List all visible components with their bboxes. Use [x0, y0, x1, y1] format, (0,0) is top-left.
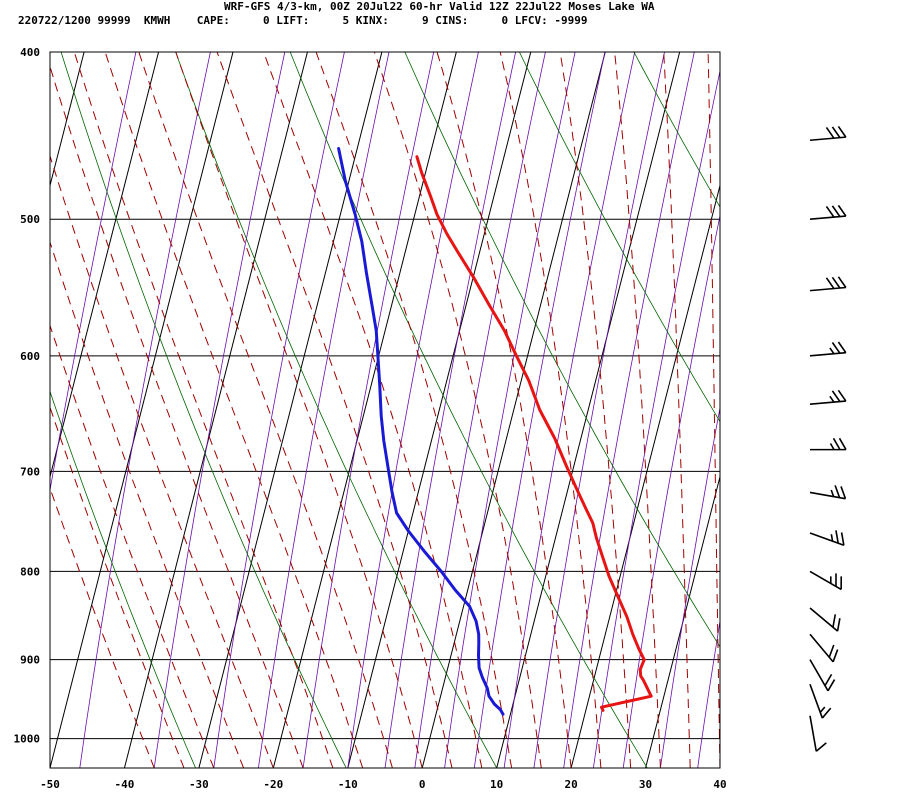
moist-adiabat--20 — [50, 154, 274, 768]
mixing-line-3 — [213, 52, 345, 768]
mixing-line-4 — [258, 52, 390, 768]
moist-adiabat-20 — [436, 52, 572, 768]
wind-barbs — [809, 125, 847, 752]
moist-adiabat--8 — [104, 52, 364, 768]
mixing-line-11 — [503, 52, 636, 768]
dry-adiabat-360 — [633, 52, 720, 208]
moist-adiabat-24 — [499, 52, 602, 768]
pressure-isobars — [50, 51, 720, 740]
dry-adiabat-400 — [863, 52, 900, 768]
mixing-line-7 — [384, 52, 516, 768]
wind-barb-800 — [809, 570, 843, 591]
isotherm--10 — [347, 52, 532, 768]
sounding-indices: 220722/1200 99999 KMWH CAPE: 0 LIFT: 5 K… — [18, 14, 588, 27]
wind-barb-900 — [809, 659, 836, 692]
mixing-line-2 — [153, 52, 286, 768]
temp-label--10: -10 — [338, 778, 358, 791]
mixing-line-0 — [50, 52, 137, 493]
wind-barb-550 — [809, 276, 847, 292]
wind-barb-680 — [810, 437, 847, 451]
wind-barb-500 — [809, 204, 847, 221]
temperature-profile — [415, 155, 653, 712]
mixing-line-8 — [414, 52, 546, 768]
wind-barb-840 — [809, 607, 841, 632]
isotherm--60 — [50, 52, 160, 479]
wind-barb-720 — [809, 485, 847, 500]
temp-label-10: 10 — [490, 778, 503, 791]
wind-barb-450 — [809, 125, 847, 142]
mixing-line-1 — [79, 52, 211, 768]
moist-adiabat-32 — [614, 52, 661, 768]
temp-label--40: -40 — [115, 778, 135, 791]
wind-barb-760 — [809, 530, 845, 547]
wind-barb-640 — [809, 389, 847, 405]
thermo-background — [0, 52, 900, 768]
dry-adiabat-380 — [749, 52, 900, 768]
pressure-label-600: 600 — [20, 350, 40, 363]
mixing-line-18 — [735, 52, 866, 768]
dry-adiabat-300 — [289, 52, 648, 768]
wind-barb-870 — [809, 633, 839, 663]
mixing-line-15 — [622, 213, 720, 768]
isotherm--80 — [0, 52, 10, 768]
moist-adiabat--4 — [138, 52, 393, 768]
temp-label-40: 40 — [713, 778, 726, 791]
pressure-tick-labels: 400 500 600 700 800 900 1000 — [14, 46, 41, 746]
isotherm--70 — [50, 52, 85, 188]
temp-label--20: -20 — [263, 778, 283, 791]
pressure-label-900: 900 — [20, 654, 40, 667]
isotherm-10 — [496, 52, 681, 768]
moist-adiabat-36 — [663, 52, 691, 768]
isotherm--50 — [50, 52, 234, 768]
dry-adiabat-320 — [404, 52, 720, 648]
isotherm-30 — [645, 474, 720, 768]
isotherm--30 — [198, 52, 383, 768]
temp-label--50: -50 — [40, 778, 60, 791]
mixing-line-16 — [660, 405, 720, 768]
wind-barb-930 — [809, 683, 832, 719]
isotherm--40 — [123, 52, 308, 768]
temp-label--30: -30 — [189, 778, 209, 791]
moist-adiabat-12 — [315, 52, 513, 768]
pressure-label-700: 700 — [20, 465, 40, 478]
chart-title: WRF-GFS 4/3-km, 00Z 20Jul22 60-hr Valid … — [224, 0, 655, 13]
mixing-line-13 — [563, 52, 695, 768]
moist-adiabat-0 — [175, 52, 423, 768]
mixing-line-14 — [593, 69, 720, 768]
temp-label-20: 20 — [564, 778, 577, 791]
moist-adiabat-16 — [373, 52, 542, 768]
wind-barb-970 — [809, 715, 827, 752]
pressure-label-500: 500 — [20, 213, 40, 226]
mixing-line-17 — [697, 618, 720, 768]
plot-frame — [49, 51, 721, 769]
dewpoint-profile — [337, 147, 505, 716]
mixing-line-5 — [302, 52, 435, 768]
dry-adiabat-260 — [60, 52, 347, 768]
pressure-label-800: 800 — [20, 565, 40, 578]
dry-adiabat-240 — [50, 390, 196, 768]
moist-adiabat--16 — [50, 65, 304, 768]
moist-adiabat--12 — [73, 52, 334, 768]
moist-adiabat-4 — [216, 52, 453, 768]
pressure-label-400: 400 — [20, 46, 40, 59]
isotherm-0 — [421, 52, 606, 768]
moist-adiabat-8 — [263, 52, 483, 768]
moist-adiabat-28 — [559, 52, 632, 768]
sounding-profiles — [337, 147, 653, 716]
wind-barb-600 — [809, 341, 847, 357]
mixing-line-9 — [444, 52, 576, 768]
temperature-tick-labels: -50 -40 -30 -20 -10 0 10 20 30 40 — [40, 778, 727, 791]
temp-label-30: 30 — [639, 778, 652, 791]
dry-adiabat-280 — [175, 52, 498, 768]
dry-adiabat-340 — [519, 52, 720, 423]
temp-label-0: 0 — [419, 778, 426, 791]
isotherm-20 — [570, 183, 720, 768]
moist-adiabat-40 — [707, 52, 720, 768]
pressure-label-1000: 1000 — [14, 733, 41, 746]
isotherm--20 — [272, 52, 457, 768]
